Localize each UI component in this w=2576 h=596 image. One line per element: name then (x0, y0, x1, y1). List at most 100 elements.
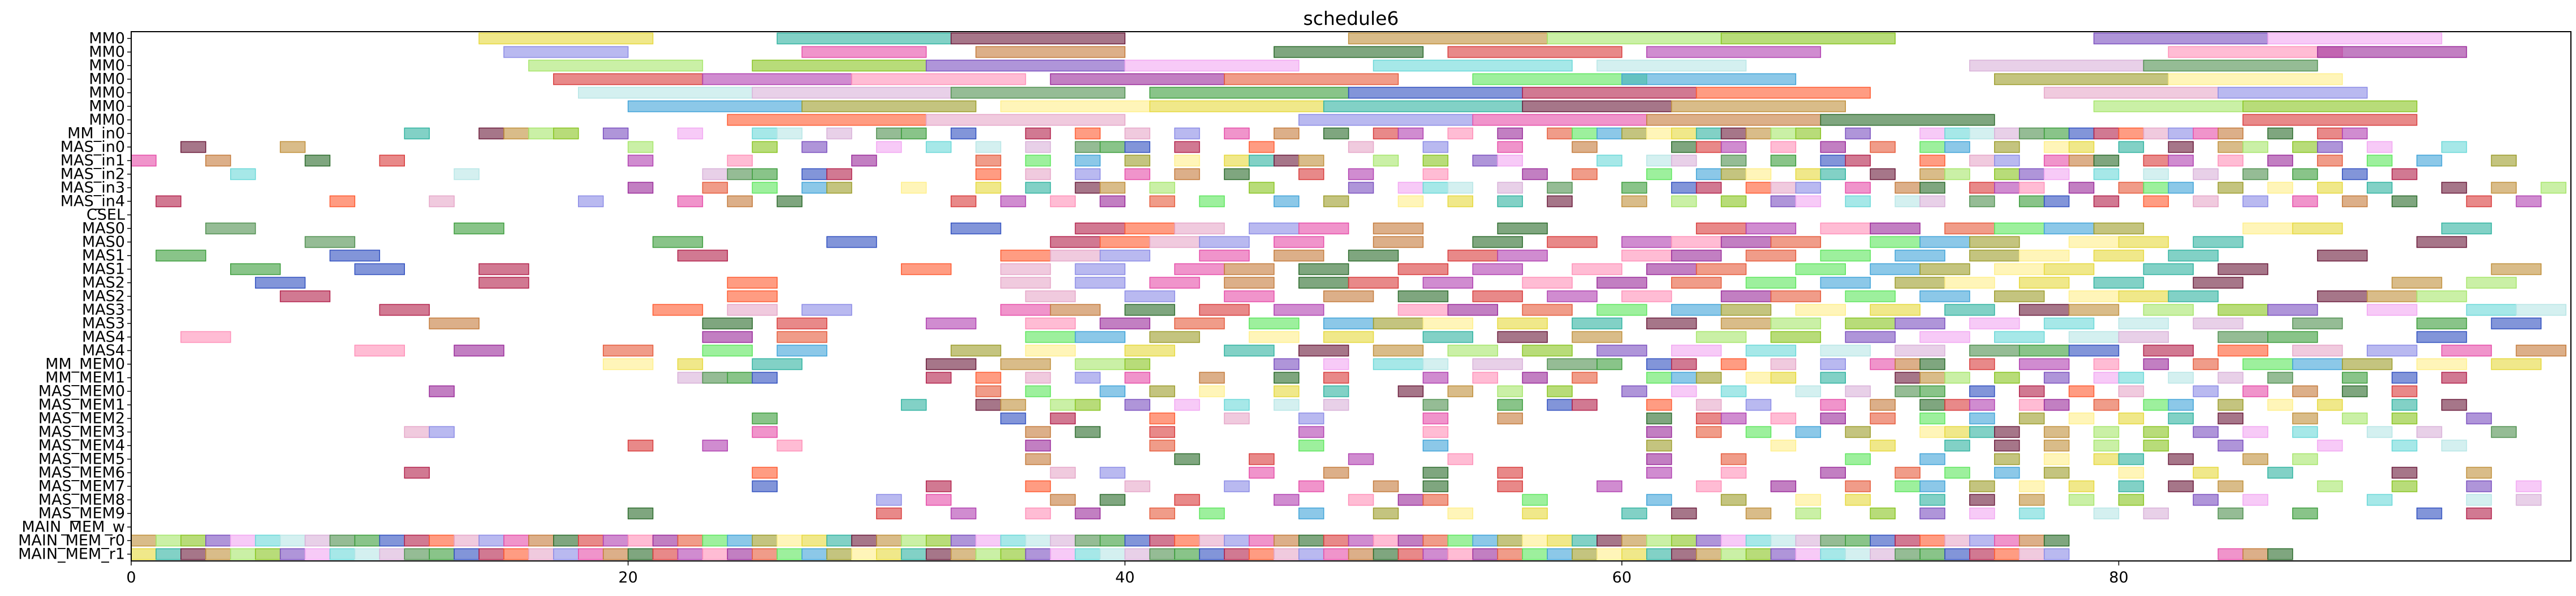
gantt-bar (627, 154, 654, 167)
gantt-bar (1373, 344, 1424, 357)
gantt-bar (2217, 548, 2243, 560)
gantt-bar (2367, 141, 2393, 153)
gantt-bar (2267, 154, 2293, 167)
gantt-bar (1075, 263, 1125, 275)
gantt-bar (1124, 59, 1300, 72)
gantt-bar (1695, 399, 1722, 411)
gantt-bar (1572, 399, 1598, 411)
gantt-bar (876, 494, 902, 506)
gantt-bar (1621, 534, 1647, 547)
gantt-bar (1472, 290, 1523, 303)
gantt-bar (1025, 372, 1051, 384)
gantt-bar (2068, 141, 2095, 153)
y-tick-label: MM_MEM0 (45, 356, 125, 373)
gantt-bar (1124, 222, 1175, 235)
gantt-bar (1323, 548, 1349, 560)
gantt-bar (1969, 249, 2020, 262)
gantt-bar (1969, 507, 1995, 520)
gantt-bar (2193, 168, 2219, 180)
gantt-bar (528, 59, 704, 72)
gantt-bar (702, 331, 753, 343)
gantt-bar (602, 534, 629, 547)
gantt-bar (1895, 249, 1945, 262)
gantt-bar (1671, 372, 1697, 384)
gantt-bar (1274, 399, 1300, 411)
gantt-bar (2118, 453, 2144, 465)
gantt-bar (279, 548, 306, 560)
gantt-bar (627, 141, 654, 153)
gantt-bar (1919, 182, 1945, 194)
gantt-bar (677, 358, 704, 370)
gantt-bar (1596, 534, 1623, 547)
gantt-bar (1274, 534, 1300, 547)
gantt-bar (1895, 277, 1945, 289)
gantt-bar (2441, 399, 2467, 411)
gantt-bar (1397, 195, 1424, 208)
gantt-bar (1422, 358, 1449, 370)
gantt-bar (2018, 182, 2045, 194)
gantt-bar (2317, 290, 2368, 303)
gantt-bar (1422, 182, 1449, 194)
gantt-bar (2317, 141, 2343, 153)
gantt-bar (2018, 304, 2070, 316)
gantt-bar (1298, 507, 1324, 520)
gantt-bar (2367, 426, 2393, 438)
gantt-bar (727, 114, 927, 126)
gantt-bar (2317, 46, 2467, 58)
gantt-bar (1695, 548, 1722, 560)
gantt-bar (1124, 534, 1150, 547)
gantt-bar (1075, 331, 1125, 343)
gantt-bar (1373, 534, 1399, 547)
gantt-bar (2068, 331, 2120, 343)
gantt-bar (2093, 127, 2120, 140)
gantt-bar (1870, 358, 1896, 370)
gantt-bar (652, 304, 704, 316)
gantt-bar (2416, 331, 2467, 343)
gantt-bar (1671, 304, 1722, 316)
gantt-bar (1373, 507, 1399, 520)
gantt-bar (1348, 534, 1374, 547)
gantt-bar (1895, 467, 1921, 479)
gantt-bar (2367, 344, 2418, 357)
gantt-bar (1671, 182, 1697, 194)
gantt-bar (975, 168, 1002, 180)
gantt-bar (2267, 467, 2293, 479)
gantt-bar (727, 277, 778, 289)
y-tick-label: MM0 (89, 71, 125, 88)
gantt-bar (1870, 548, 1896, 560)
gantt-bar (1249, 182, 1275, 194)
gantt-bar (975, 182, 1002, 194)
gantt-bar (1795, 507, 1822, 520)
gantt-bar (1845, 385, 1871, 398)
gantt-bar (2168, 480, 2194, 493)
gantt-bar (1298, 426, 1324, 438)
gantt-bar (1695, 87, 1871, 99)
gantt-bar (1149, 236, 1200, 248)
y-tick-label: MM0 (89, 30, 125, 47)
gantt-bar (1969, 182, 1995, 194)
gantt-bar (1547, 548, 1573, 560)
gantt-bar (702, 73, 852, 85)
gantt-bar (702, 317, 753, 330)
gantt-bar (1745, 372, 1772, 384)
gantt-bar (2441, 222, 2492, 235)
gantt-bar (429, 195, 455, 208)
gantt-bar (2043, 453, 2070, 465)
gantt-bar (1919, 127, 1945, 140)
gantt-bar (304, 236, 356, 248)
gantt-bar (1919, 412, 1945, 425)
gantt-bar (1845, 331, 1896, 343)
gantt-bar (553, 127, 579, 140)
gantt-bar (1099, 467, 1125, 479)
gantt-bar (1497, 467, 1523, 479)
gantt-bar (1000, 249, 1051, 262)
gantt-bar (1000, 304, 1051, 316)
gantt-bar (2267, 304, 2318, 316)
gantt-bar (1124, 548, 1150, 560)
gantt-bar (1000, 412, 1026, 425)
gantt-bar (1447, 548, 1474, 560)
gantt-bar (1621, 290, 1672, 303)
gantt-bar (1397, 494, 1424, 506)
gantt-bar (1149, 548, 1175, 560)
gantt-bar (1695, 263, 1747, 275)
